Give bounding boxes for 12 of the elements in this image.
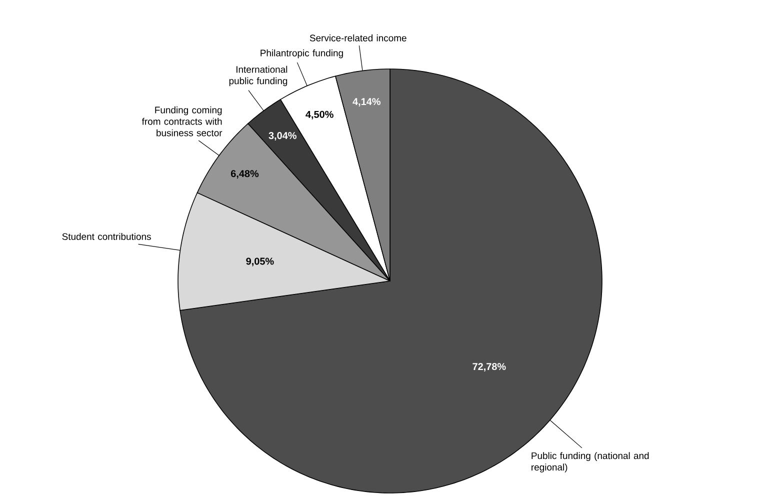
slice-label: Service-related income bbox=[310, 34, 406, 42]
slice-label: Student contributions bbox=[62, 233, 151, 240]
data-label: 3,04% bbox=[268, 132, 296, 141]
data-label: 6,48% bbox=[230, 170, 259, 179]
data-label: 72,78% bbox=[472, 363, 506, 372]
data-label: 4,50% bbox=[306, 110, 334, 120]
slice-label: Public funding (national and regional) bbox=[532, 452, 649, 472]
data-label: 4,14% bbox=[352, 98, 380, 107]
slice-label: Philantropic funding bbox=[260, 49, 343, 58]
slice-label: Funding coming from contracts with business sector bbox=[142, 106, 222, 136]
slice-label: International public funding bbox=[229, 66, 288, 86]
data-label: 9,05% bbox=[246, 258, 274, 266]
